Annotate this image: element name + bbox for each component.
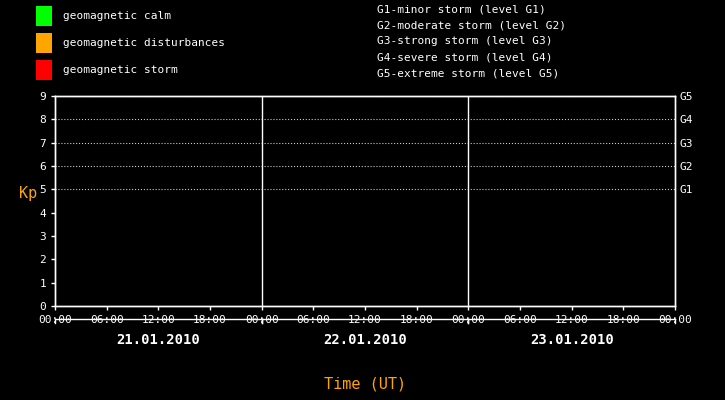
Text: G2-moderate storm (level G2): G2-moderate storm (level G2) [377,20,566,30]
Text: G5-extreme storm (level G5): G5-extreme storm (level G5) [377,69,559,79]
Text: geomagnetic storm: geomagnetic storm [63,65,178,75]
Text: G3-strong storm (level G3): G3-strong storm (level G3) [377,36,552,46]
FancyBboxPatch shape [36,33,52,53]
FancyBboxPatch shape [36,60,52,80]
Y-axis label: Kp: Kp [19,186,37,201]
Text: G1-minor storm (level G1): G1-minor storm (level G1) [377,4,546,14]
Text: 23.01.2010: 23.01.2010 [530,333,613,347]
Text: geomagnetic calm: geomagnetic calm [63,11,171,21]
Text: 21.01.2010: 21.01.2010 [117,333,200,347]
Text: G4-severe storm (level G4): G4-severe storm (level G4) [377,53,552,63]
FancyBboxPatch shape [36,6,52,26]
Text: 22.01.2010: 22.01.2010 [323,333,407,347]
Text: Time (UT): Time (UT) [324,376,406,392]
Text: geomagnetic disturbances: geomagnetic disturbances [63,38,225,48]
